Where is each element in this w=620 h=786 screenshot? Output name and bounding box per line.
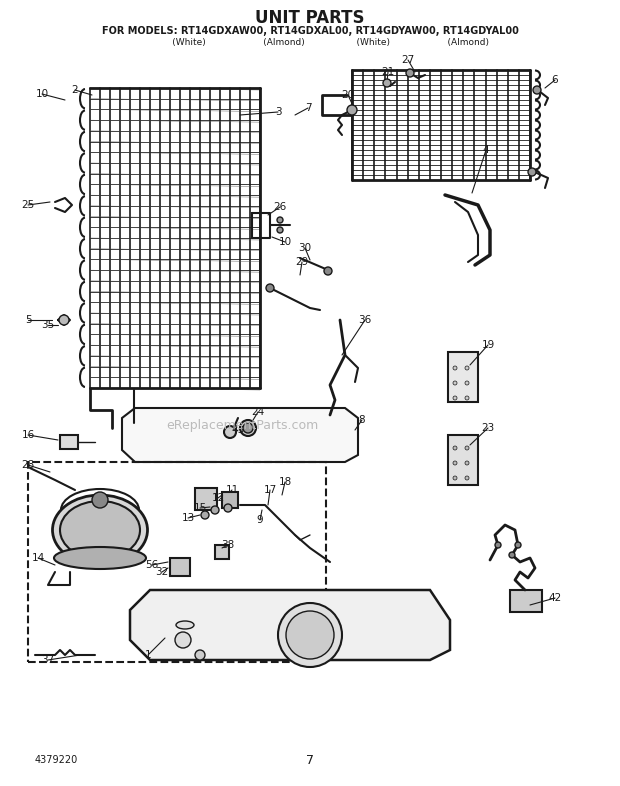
Bar (448, 352, 478, 402)
Circle shape (243, 423, 253, 433)
Text: 7: 7 (304, 103, 311, 113)
Ellipse shape (176, 621, 194, 629)
Text: 12: 12 (211, 493, 224, 503)
Text: 3: 3 (275, 107, 281, 117)
Circle shape (211, 506, 219, 514)
Text: 36: 36 (358, 315, 371, 325)
Text: 30: 30 (298, 243, 312, 253)
Text: 35: 35 (42, 320, 55, 330)
Text: 9: 9 (257, 515, 264, 525)
Text: 23: 23 (481, 423, 495, 433)
Text: 37: 37 (42, 655, 55, 665)
Bar (28, 462, 326, 662)
Text: 25: 25 (21, 200, 35, 210)
Text: 7: 7 (306, 754, 314, 766)
Circle shape (495, 542, 501, 548)
Text: 4: 4 (483, 145, 489, 155)
Text: 8: 8 (359, 415, 365, 425)
Circle shape (92, 492, 108, 508)
Text: 14: 14 (32, 553, 45, 563)
Circle shape (528, 168, 536, 176)
Text: 10: 10 (35, 89, 48, 99)
Bar (222, 492, 238, 508)
Circle shape (465, 461, 469, 465)
Text: eReplacementParts.com: eReplacementParts.com (166, 418, 318, 432)
Text: 1: 1 (144, 650, 151, 660)
Circle shape (286, 611, 334, 659)
Text: 43: 43 (231, 425, 245, 435)
Text: 21: 21 (381, 67, 394, 77)
Bar (215, 545, 229, 559)
Circle shape (324, 267, 332, 275)
Text: 29: 29 (295, 257, 309, 267)
Text: 5: 5 (25, 315, 32, 325)
Text: 18: 18 (278, 477, 291, 487)
Circle shape (465, 476, 469, 480)
Text: 19: 19 (481, 340, 495, 350)
Text: 24: 24 (251, 407, 265, 417)
Circle shape (195, 650, 205, 660)
Text: (White)                    (Almond)                  (White)                    : (White) (Almond) (White) (131, 39, 489, 47)
Bar (510, 590, 542, 612)
Text: 56: 56 (145, 560, 159, 570)
Circle shape (453, 446, 457, 450)
Circle shape (240, 420, 256, 436)
Text: FOR MODELS: RT14GDXAW00, RT14GDXAL00, RT14GDYAW00, RT14GDYAL00: FOR MODELS: RT14GDXAW00, RT14GDXAL00, RT… (102, 26, 518, 36)
Text: UNIT PARTS: UNIT PARTS (255, 9, 365, 27)
Text: 20: 20 (342, 90, 355, 100)
Text: 26: 26 (273, 202, 286, 212)
Circle shape (406, 69, 414, 77)
Text: 32: 32 (156, 567, 169, 577)
Text: 27: 27 (401, 55, 415, 65)
Circle shape (224, 426, 236, 438)
Circle shape (533, 86, 541, 94)
Circle shape (175, 632, 191, 648)
Text: 28: 28 (21, 460, 35, 470)
Ellipse shape (60, 501, 140, 559)
Circle shape (453, 381, 457, 385)
Text: 38: 38 (221, 540, 234, 550)
Circle shape (453, 396, 457, 400)
Bar (195, 488, 217, 510)
Text: 11: 11 (226, 485, 239, 495)
Polygon shape (130, 590, 450, 660)
Circle shape (465, 396, 469, 400)
Text: 4379220: 4379220 (35, 755, 78, 765)
Circle shape (453, 461, 457, 465)
Bar (60, 435, 78, 449)
Text: 15: 15 (193, 503, 206, 513)
Circle shape (278, 603, 342, 667)
Ellipse shape (54, 547, 146, 569)
Circle shape (277, 217, 283, 223)
Circle shape (453, 476, 457, 480)
Ellipse shape (53, 495, 148, 565)
Circle shape (465, 366, 469, 370)
Text: 16: 16 (21, 430, 35, 440)
Circle shape (347, 105, 357, 115)
Circle shape (224, 504, 232, 512)
Text: 13: 13 (182, 513, 195, 523)
Circle shape (465, 381, 469, 385)
Text: 17: 17 (264, 485, 277, 495)
Text: 2: 2 (72, 85, 78, 95)
Circle shape (509, 552, 515, 558)
Circle shape (465, 446, 469, 450)
Bar (170, 558, 190, 576)
Circle shape (266, 284, 274, 292)
Circle shape (453, 366, 457, 370)
Polygon shape (122, 408, 358, 462)
Text: 6: 6 (552, 75, 559, 85)
Circle shape (515, 542, 521, 548)
Circle shape (59, 315, 69, 325)
Text: 10: 10 (278, 237, 291, 247)
Circle shape (201, 511, 209, 519)
Text: 42: 42 (548, 593, 562, 603)
Bar (448, 435, 478, 485)
Circle shape (277, 227, 283, 233)
Circle shape (383, 79, 391, 87)
